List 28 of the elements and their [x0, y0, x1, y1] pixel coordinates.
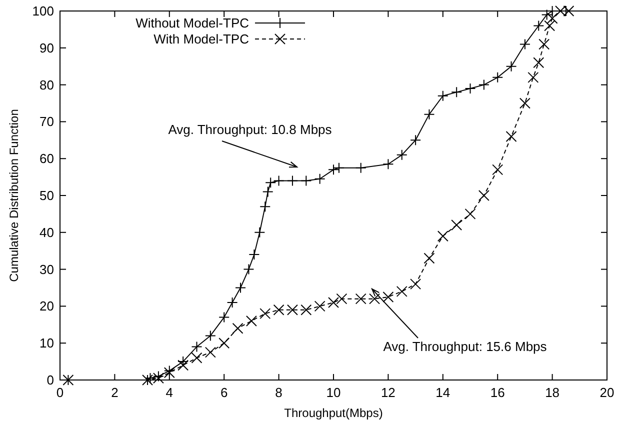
- x-axis-title: Throughput(Mbps): [284, 406, 383, 420]
- x-tick-label: 0: [56, 385, 64, 400]
- annotation: Avg. Throughput: 10.8 Mbps: [168, 122, 332, 137]
- x-tick-label: 8: [275, 385, 282, 400]
- y-tick-label: 10: [40, 336, 54, 351]
- x-tick-label: 12: [380, 385, 396, 400]
- y-axis-title: Cumulative Distribution Function: [7, 109, 21, 282]
- x-tick-label: 2: [111, 385, 118, 400]
- x-tick-label: 18: [545, 385, 560, 400]
- y-tick-label: 40: [40, 224, 54, 240]
- y-tick-label: 70: [40, 114, 54, 130]
- y-tick-label: 100: [32, 4, 54, 18]
- legend-label: Without Model-TPC: [136, 16, 249, 30]
- y-tick-label: 90: [40, 40, 54, 56]
- x-tick-label: 20: [600, 385, 614, 400]
- y-tick-label: 50: [40, 188, 54, 203]
- y-tick-label: 20: [40, 298, 54, 314]
- legend-label: With Model-TPC: [154, 32, 249, 46]
- y-tick-label: 80: [40, 77, 54, 92]
- x-tick-label: 6: [220, 385, 228, 400]
- annotation: Avg. Throughput: 15.6 Mbps: [383, 339, 548, 354]
- x-tick-label: 4: [166, 385, 174, 400]
- x-tick-label: 14: [436, 385, 450, 400]
- x-tick-label: 10: [326, 385, 341, 400]
- y-tick-label: 0: [46, 372, 54, 388]
- y-tick-label: 30: [40, 262, 54, 277]
- y-tick-label: 60: [40, 151, 54, 166]
- x-tick-label: 16: [490, 385, 505, 400]
